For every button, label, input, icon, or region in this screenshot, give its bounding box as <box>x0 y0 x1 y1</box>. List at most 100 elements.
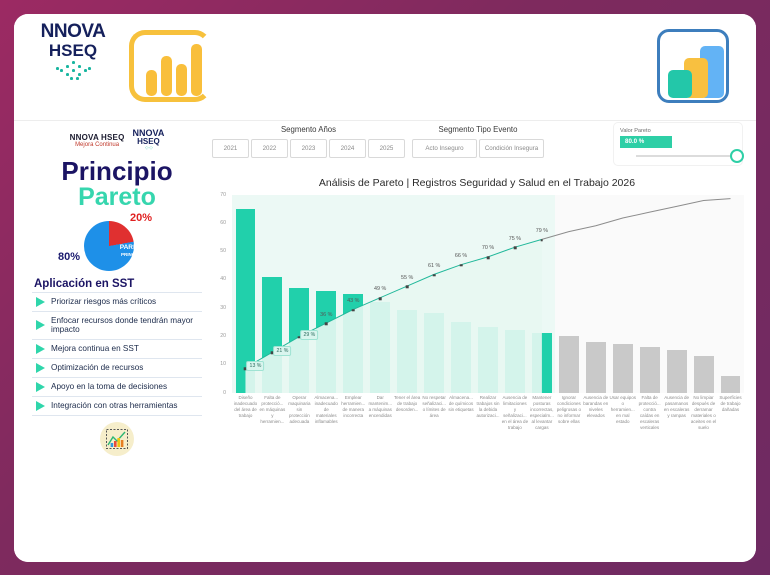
cumulative-percent-label: 55 % <box>401 274 414 281</box>
bar <box>639 347 660 393</box>
valor-pareto-slider[interactable] <box>636 148 744 163</box>
valor-pareto-label: Valor Pareto <box>620 127 651 134</box>
y-axis-tick: 40 <box>220 276 226 283</box>
power-bi-bars-icon <box>129 29 211 108</box>
slicer-option-2021[interactable]: 2021 <box>212 138 249 158</box>
logo-text-nnova: NNOVA <box>40 20 106 42</box>
pie-label-20: 20% <box>130 211 153 224</box>
arrow-right-icon <box>36 362 45 373</box>
y-axis-tick: 60 <box>220 219 226 226</box>
cumulative-percent-label: 13 % <box>246 361 265 372</box>
pie-label-80: 80% <box>58 250 81 263</box>
cumulative-percent-label: 43 % <box>347 297 360 304</box>
x-axis-label: Emplear herramien... de manera incorrect… <box>341 394 366 418</box>
slicer-option-2025[interactable]: 2025 <box>368 138 405 158</box>
pareto-info-panel: NNOVA HSEQ Mejora Continua NNOVA HSEQ ⁘⁘… <box>32 127 202 456</box>
line-point-marker <box>405 285 409 289</box>
cumulative-percent-label: 61 % <box>427 262 441 269</box>
list-item: Optimización de recursos <box>32 359 202 378</box>
x-axis-label: Almacena... inadecuado de materiales inf… <box>314 394 339 424</box>
chart-badge-icon <box>100 421 134 456</box>
x-axis-label: Operar maquinaria sin protección adecuad… <box>288 394 311 424</box>
arrow-right-icon <box>36 400 45 411</box>
x-axis-label: Dar mantenim... a máquinas encendidas <box>368 394 392 418</box>
panel-title-pareto: Pareto <box>78 182 156 211</box>
bar-column[interactable] <box>612 195 633 393</box>
panel-title-principio: Principio <box>61 155 173 186</box>
list-item: Apoyo en la toma de decisiones <box>32 378 202 397</box>
slicer-title-tipo-evento: Segmento Tipo Evento <box>438 124 518 134</box>
chart-plot-area: 70 60 50 40 30 20 10 0 13 % 21 % 29 % 36 % 43 % 49 %… <box>206 192 744 558</box>
x-axis-label: Falta de protecció... contra caídas en e… <box>638 394 661 430</box>
cumulative-percent-label: 79 % <box>535 227 549 234</box>
cumulative-percent-label: 29 % <box>300 330 319 341</box>
y-axis-tick: 10 <box>220 361 226 368</box>
x-axis-label: Usar equipos o herramien... en mal estad… <box>609 394 636 424</box>
bar-column[interactable] <box>693 195 714 393</box>
line-point-marker <box>540 238 544 242</box>
line-point-marker <box>298 336 301 339</box>
pie-center-text: PARETO PRINCIPLE <box>119 243 147 257</box>
cumulative-percent-label: 75 % <box>508 235 522 242</box>
bar-column[interactable] <box>558 195 579 393</box>
x-axis-label: Falta de protecció... en máquinas y herr… <box>259 394 286 424</box>
power-bi-report-icon <box>654 26 736 110</box>
slicer-option-2022[interactable]: 2022 <box>251 138 288 158</box>
list-item: Priorizar riesgos más críticos <box>32 293 202 312</box>
bar <box>666 350 687 393</box>
cumulative-percent-label: 36 % <box>320 311 333 318</box>
bar <box>720 375 741 393</box>
x-axis-label: Realizar trabajos sin la debida autoriza… <box>476 394 500 418</box>
panel-mini-logo: NNOVA HSEQ ⁘⁘ <box>132 127 165 152</box>
report-header: NNOVA HSEQ <box>14 13 756 120</box>
bar-column[interactable] <box>585 195 606 393</box>
bar-column[interactable] <box>720 195 741 393</box>
x-axis-label: No limpiar después de derramar materiale… <box>690 394 717 430</box>
x-axis-labels: Diseño inadecuado del área de trabajo Fal… <box>232 395 744 457</box>
bar <box>585 341 606 393</box>
header-divider <box>14 119 756 121</box>
slicer-option-condicion-insegura[interactable]: Condición Insegura <box>479 138 544 158</box>
valor-pareto-slicer[interactable]: Valor Pareto 80.0 % <box>614 122 744 165</box>
panel-section-title: Aplicación en SST <box>34 277 135 290</box>
slicer-option-2023[interactable]: 2023 <box>290 138 327 158</box>
bar-column[interactable] <box>666 195 687 393</box>
line-point-marker <box>486 256 490 259</box>
line-point-marker <box>432 273 436 277</box>
line-point-marker <box>325 322 328 326</box>
x-axis-label: Ausencia de pasamanos en escaleras y ram… <box>663 394 690 418</box>
bar <box>235 208 256 393</box>
pareto-application-list: Priorizar riesgos más críticos Enfocar r… <box>32 291 202 416</box>
cumulative-percent-label: 70 % <box>481 245 495 252</box>
slicer-option-acto-inseguro[interactable]: Acto Inseguro <box>412 138 477 158</box>
slicer-segmento-anos: Segmento Años 2021 2022 2023 2024 2025 <box>212 125 405 158</box>
y-axis-tick: 30 <box>220 304 226 311</box>
logo-dots-icon <box>50 61 96 81</box>
x-axis-label: Ausencia de barandas en niveles elevados <box>583 394 609 418</box>
x-axis-label: Ignorar condiciones peligrosas o no info… <box>556 394 581 424</box>
cumulative-line <box>245 197 731 393</box>
bar <box>558 335 579 393</box>
chart-title: Análisis de Pareto | Registros Seguridad… <box>318 176 636 189</box>
arrow-right-icon <box>36 296 45 307</box>
bar-column[interactable] <box>639 195 660 393</box>
panel-brand-tagline: Mejora Continua <box>75 141 120 148</box>
pareto-pie-illustration: 20% PARETO PRINCIPLE 80% <box>32 211 202 275</box>
arrow-right-icon <box>36 320 45 331</box>
report-canvas: NNOVA HSEQ <box>14 13 756 562</box>
slider-knob[interactable] <box>730 148 744 163</box>
line-point-marker <box>271 351 274 355</box>
y-axis: 70 60 50 40 30 20 10 0 <box>206 192 230 396</box>
bar-column[interactable] <box>235 195 256 393</box>
x-axis-label: Diseño inadecuado del área de trabajo <box>233 394 258 418</box>
x-axis-label: Mantener posturas incorrectas, especialm… <box>529 394 554 430</box>
pareto-chart: Análisis de Pareto | Registros Seguridad… <box>206 172 748 558</box>
cumulative-percent-label: 49 % <box>374 286 387 293</box>
pie-chart-icon <box>84 220 134 271</box>
cumulative-percent-label: 21 % <box>273 345 292 356</box>
cumulative-percent-label: 66 % <box>454 253 468 260</box>
slicer-option-2024[interactable]: 2024 <box>329 138 366 158</box>
slicer-segmento-tipo-evento: Segmento Tipo Evento Acto Inseguro Condi… <box>412 125 544 158</box>
line-point-marker <box>351 308 355 312</box>
arrow-right-icon <box>36 343 45 354</box>
